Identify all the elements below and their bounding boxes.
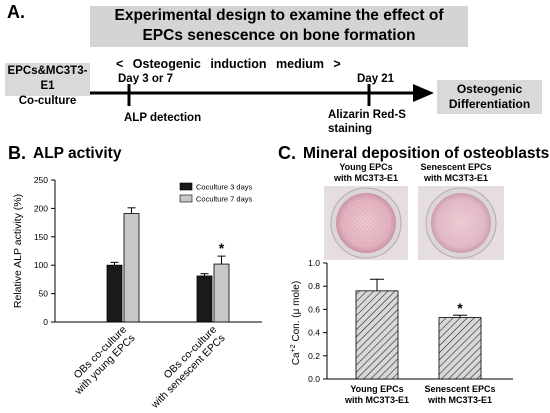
well-label-young: Young EPCs with MC3T3-E1 (326, 162, 406, 184)
significance-marker: * (219, 240, 225, 256)
well-label-young-line1: Young EPCs (339, 162, 393, 172)
y-axis-title-part: Ca (291, 352, 302, 365)
y-axis-title-superscript: +2 (290, 344, 297, 352)
outcome-box: Osteogenic Differentiation (437, 80, 542, 114)
timeline-svg (90, 84, 434, 106)
outcome-line1: Osteogenic (456, 82, 523, 96)
well-images (324, 186, 504, 260)
well-young-deposits (336, 193, 396, 253)
y-tick-label: 0.8 (308, 281, 320, 291)
y-axis-title: Ca+2 Con. (μ mole) (290, 281, 302, 365)
coculture-line1: EPCs&MC3T3-E1 (7, 65, 88, 92)
y-tick-label: 200 (34, 203, 48, 213)
y-tick-label: 100 (34, 260, 48, 270)
y-tick-label: 250 (34, 175, 48, 185)
legend-swatch (179, 194, 193, 203)
panel-b-title: ALP activity (33, 145, 122, 162)
panel-c-title: Mineral deposition of osteoblasts (303, 145, 550, 162)
well-label-senescent-line1: Senescent EPCs (420, 162, 492, 172)
bar (106, 264, 123, 323)
x-category-label-line: Young EPCs (350, 384, 403, 394)
y-tick-label: 0.6 (308, 304, 320, 314)
bar (123, 213, 140, 323)
timeline-arrowhead (413, 84, 434, 102)
y-tick-label: 0.2 (308, 351, 320, 361)
alizarin-line2: staining (328, 123, 373, 135)
bar (355, 290, 399, 380)
day-late-label: Day 21 (357, 73, 395, 85)
alp-bar-chart: 0 50 100 150 200 250 Relative ALP activity (%)… (12, 175, 262, 412)
ca-bar-chart: 0.0 0.2 0.4 0.6 0.8 1.0 Ca+2 Con. (μ mole) * You… (290, 258, 513, 405)
y-tick-label: 150 (34, 232, 48, 242)
coculture-line2: Co-culture (18, 95, 77, 107)
legend-swatch (179, 182, 193, 191)
panel-b-letter: B. (8, 143, 26, 163)
y-tick-label: 1.0 (308, 258, 320, 268)
y-axis-title: Relative ALP activity (%) (12, 194, 24, 308)
y-tick-label: 0 (43, 317, 48, 327)
medium-label: < Osteogenic induction medium > (116, 57, 341, 71)
y-tick-label: 50 (39, 289, 49, 299)
legend-label: Coculture 3 days (196, 183, 253, 192)
y-tick-label: 0.0 (308, 374, 320, 384)
well-label-young-line2: with MC3T3-E1 (333, 173, 398, 183)
alizarin-label: Alizarin Red-S staining (328, 108, 406, 136)
x-category-label-line: with senescent EPCs (148, 332, 227, 411)
outcome-line2: Differentiation (448, 97, 531, 111)
bar (196, 275, 213, 323)
x-category-label-line: with MC3T3-E1 (427, 395, 492, 405)
well-label-senescent: Senescent EPCs with MC3T3-E1 (412, 162, 500, 184)
bar (438, 317, 482, 380)
well-senescent-stain (431, 193, 491, 253)
x-category-label-line: with MC3T3-E1 (344, 395, 409, 405)
day-early-label: Day 3 or 7 (118, 73, 173, 85)
legend-label: Coculture 7 days (196, 195, 253, 204)
bar (213, 263, 230, 323)
y-tick-label: 0.4 (308, 328, 320, 338)
panel-c-letter: C. (278, 143, 296, 163)
panel-a-letter: A. (7, 2, 25, 22)
significance-marker: * (457, 300, 463, 316)
x-category-label-line: Senescent EPCs (424, 384, 495, 394)
alizarin-line1: Alizarin Red-S (328, 109, 406, 121)
coculture-box: EPCs&MC3T3-E1 Co-culture (5, 63, 90, 107)
well-label-senescent-line2: with MC3T3-E1 (423, 173, 488, 183)
panel-a-title-line1: Experimental design to examine the effec… (114, 7, 444, 24)
alp-detection-label: ALP detection (124, 112, 202, 124)
panel-a-title-line2: EPCs senescence on bone formation (142, 27, 416, 44)
y-axis-title-part: Con. (μ mole) (291, 281, 302, 345)
panel-a-title-banner: Experimental design to examine the effec… (90, 6, 468, 47)
